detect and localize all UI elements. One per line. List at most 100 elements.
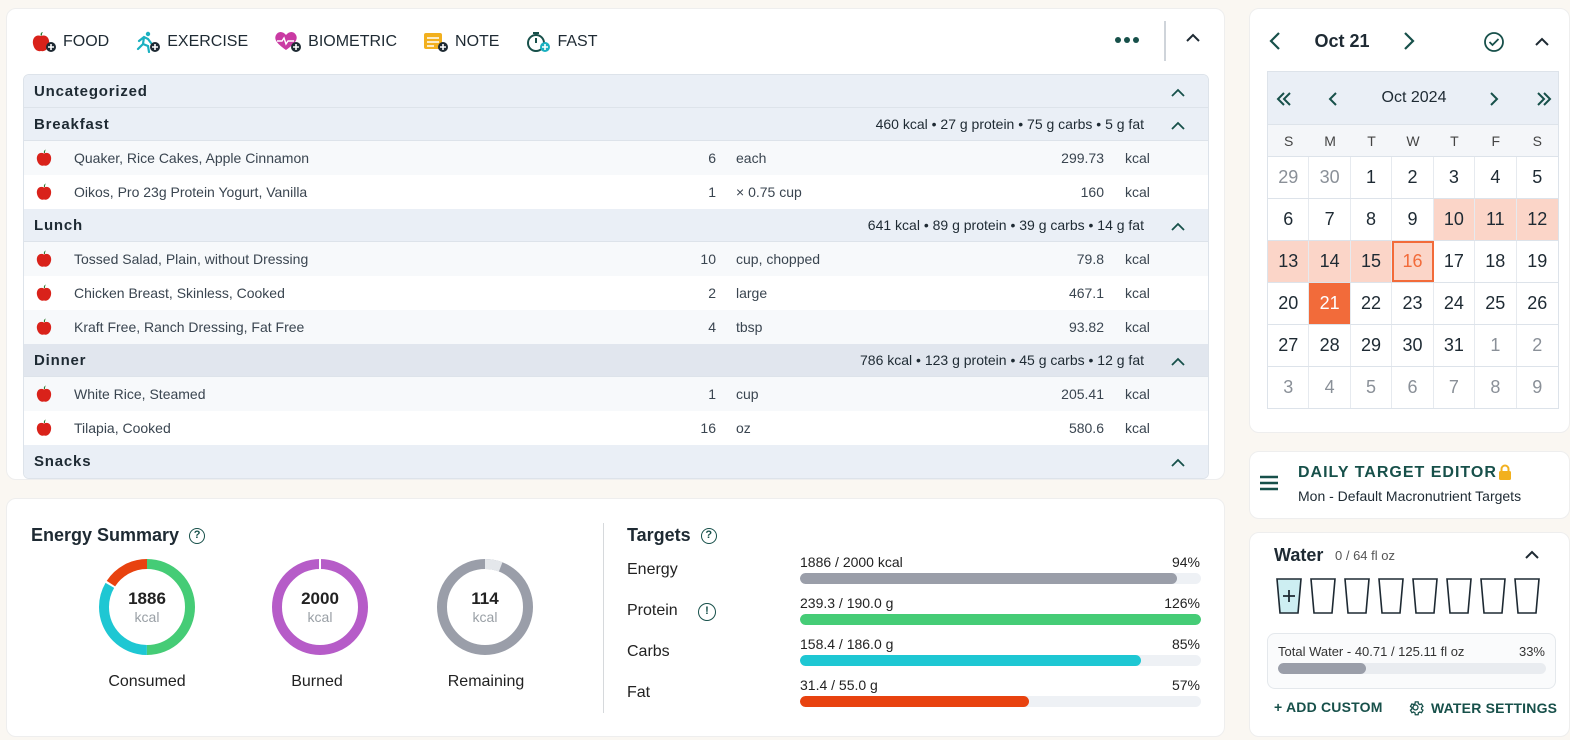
- more-options-icon[interactable]: [1115, 37, 1142, 43]
- calendar-day[interactable]: 11: [1475, 199, 1517, 240]
- consumed-value: 1886: [128, 589, 166, 608]
- collapse-water-icon[interactable]: [1524, 550, 1540, 560]
- collapse-diary-icon[interactable]: [1185, 33, 1201, 43]
- calendar-day[interactable]: 1: [1475, 325, 1517, 366]
- calendar-day[interactable]: 8: [1351, 199, 1393, 240]
- calendar-day[interactable]: 19: [1527, 251, 1548, 271]
- help-icon[interactable]: ?: [700, 527, 717, 544]
- calendar-day[interactable]: 31: [1434, 325, 1476, 366]
- prev-year-icon[interactable]: [1276, 91, 1292, 107]
- collapse-group-icon[interactable]: [1170, 354, 1186, 372]
- burned-donut: [272, 559, 368, 655]
- calendar-day[interactable]: 25: [1475, 283, 1517, 324]
- calendar-day[interactable]: 9: [1392, 199, 1434, 240]
- info-icon[interactable]: !: [698, 603, 716, 621]
- calendar-day[interactable]: 15: [1350, 241, 1393, 282]
- food-entry-row[interactable]: Chicken Breast, Skinless, Cooked 2 large…: [24, 276, 1208, 310]
- collapse-group-icon[interactable]: [1170, 85, 1186, 103]
- calendar-day[interactable]: 5: [1532, 167, 1543, 187]
- add-custom-button[interactable]: + ADD CUSTOM: [1274, 699, 1383, 715]
- calendar-day[interactable]: 4: [1309, 367, 1351, 408]
- food-entry-row[interactable]: Quaker, Rice Cakes, Apple Cinnamon 6 eac…: [24, 141, 1208, 175]
- calendar-day[interactable]: 26: [1527, 293, 1548, 313]
- add-biometric-button[interactable]: BIOMETRIC: [274, 31, 397, 53]
- meal-group-header[interactable]: Dinner 786 kcal • 123 g protein • 45 g c…: [24, 344, 1208, 377]
- collapse-group-icon[interactable]: [1170, 219, 1186, 237]
- food-name: Chicken Breast, Skinless, Cooked: [74, 285, 285, 301]
- burned-value: 2000: [301, 589, 339, 608]
- calendar-day[interactable]: 5: [1351, 367, 1393, 408]
- next-month-icon[interactable]: [1489, 91, 1499, 107]
- daily-target-editor-card[interactable]: DAILY TARGET EDITOR Mon - Default Macron…: [1249, 451, 1570, 519]
- calendar-day[interactable]: 28: [1309, 325, 1351, 366]
- calendar-day[interactable]: 23: [1392, 283, 1434, 324]
- calendar-day[interactable]: 30: [1309, 157, 1351, 198]
- add-water-cup-icon[interactable]: [1275, 577, 1303, 615]
- calendar-day[interactable]: 2: [1392, 157, 1434, 198]
- calendar-day[interactable]: 8: [1475, 367, 1517, 408]
- calendar-day[interactable]: 27: [1268, 325, 1310, 366]
- calendar-day[interactable]: 6: [1392, 367, 1434, 408]
- menu-icon[interactable]: [1259, 475, 1279, 491]
- calendar-day[interactable]: 10: [1433, 199, 1476, 240]
- water-cup-icon[interactable]: [1445, 577, 1473, 615]
- meal-group-header[interactable]: Breakfast 460 kcal • 27 g protein • 75 g…: [24, 108, 1208, 141]
- check-circle-icon[interactable]: [1483, 31, 1505, 53]
- water-cup-icon[interactable]: [1411, 577, 1439, 615]
- calendar-day[interactable]: 4: [1475, 157, 1517, 198]
- calendar-day[interactable]: 22: [1351, 283, 1393, 324]
- calendar-day[interactable]: 7: [1434, 367, 1476, 408]
- add-exercise-button[interactable]: EXERCISE: [135, 31, 248, 53]
- water-cup-icon[interactable]: [1479, 577, 1507, 615]
- calendar-day[interactable]: 30: [1392, 325, 1434, 366]
- collapse-group-icon[interactable]: [1170, 455, 1186, 473]
- food-entry-row[interactable]: Tilapia, Cooked 16 oz 580.6 kcal: [24, 411, 1208, 445]
- calendar-day[interactable]: 24: [1434, 283, 1476, 324]
- calendar-day[interactable]: 29: [1351, 325, 1393, 366]
- calendar-week: 6 7 8 9 10 11 12: [1268, 198, 1558, 240]
- calendar-day[interactable]: 12: [1516, 199, 1558, 240]
- calendar-day[interactable]: 18: [1475, 241, 1517, 282]
- water-cup-icon[interactable]: [1377, 577, 1405, 615]
- meal-group-header[interactable]: Lunch 641 kcal • 89 g protein • 39 g car…: [24, 209, 1208, 242]
- calendar-day[interactable]: 2: [1532, 335, 1543, 355]
- calendar-day[interactable]: 14: [1309, 241, 1351, 282]
- collapse-calendar-icon[interactable]: [1534, 37, 1550, 47]
- calendar-day[interactable]: 20: [1268, 283, 1310, 324]
- meal-group-header[interactable]: Uncategorized: [24, 75, 1208, 108]
- food-entry-row[interactable]: Tossed Salad, Plain, without Dressing 10…: [24, 242, 1208, 276]
- next-year-icon[interactable]: [1536, 91, 1552, 107]
- food-unit: each: [736, 150, 767, 166]
- add-fast-button[interactable]: FAST: [525, 31, 598, 53]
- water-cup-icon[interactable]: [1343, 577, 1371, 615]
- calendar-day[interactable]: 9: [1532, 377, 1543, 397]
- add-note-button[interactable]: NOTE: [423, 31, 499, 53]
- food-entry-row[interactable]: Kraft Free, Ranch Dressing, Fat Free 4 t…: [24, 310, 1208, 344]
- help-icon[interactable]: ?: [189, 527, 206, 544]
- next-day-icon[interactable]: [1403, 31, 1415, 51]
- add-food-button[interactable]: FOOD: [31, 31, 109, 53]
- calendar-day[interactable]: 21: [1309, 283, 1351, 324]
- food-entry-row[interactable]: White Rice, Steamed 1 cup 205.41 kcal: [24, 377, 1208, 411]
- calendar-day[interactable]: 13: [1268, 241, 1310, 282]
- calendar-day[interactable]: 17: [1434, 241, 1476, 282]
- food-entry-row[interactable]: Oikos, Pro 23g Protein Yogurt, Vanilla 1…: [24, 175, 1208, 209]
- water-cup-icon[interactable]: [1513, 577, 1541, 615]
- water-cup-icon[interactable]: [1309, 577, 1337, 615]
- calendar-day[interactable]: 7: [1309, 199, 1351, 240]
- collapse-group-icon[interactable]: [1170, 118, 1186, 136]
- target-progress-bar: [800, 696, 1201, 707]
- prev-day-icon[interactable]: [1269, 31, 1281, 51]
- calendar-day[interactable]: 16: [1392, 241, 1434, 282]
- calendar-day[interactable]: 29: [1268, 157, 1310, 198]
- calendar-day[interactable]: 1: [1351, 157, 1393, 198]
- calendar-day[interactable]: 6: [1268, 199, 1310, 240]
- meal-group-header[interactable]: Snacks: [24, 445, 1208, 478]
- water-settings-label: WATER SETTINGS: [1431, 699, 1558, 716]
- prev-month-icon[interactable]: [1328, 91, 1338, 107]
- calendar-day[interactable]: 3: [1268, 367, 1310, 408]
- food-quantity: 4: [708, 319, 716, 335]
- current-date[interactable]: Oct 21: [1314, 31, 1370, 51]
- water-settings-button[interactable]: WATER SETTINGS: [1407, 699, 1557, 716]
- calendar-day[interactable]: 3: [1434, 157, 1476, 198]
